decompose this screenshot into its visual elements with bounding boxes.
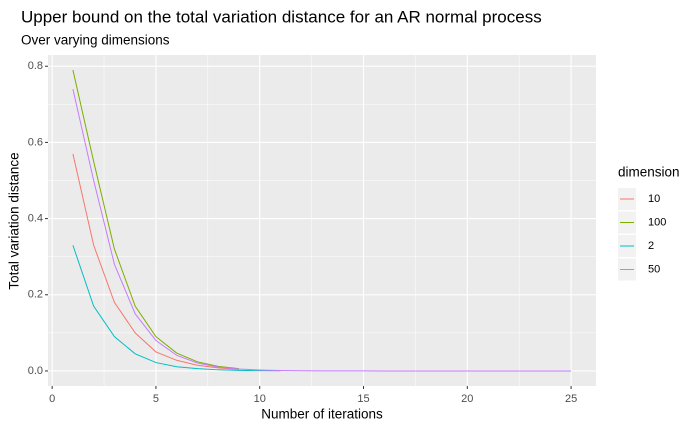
x-tick-label: 5	[153, 393, 159, 405]
line	[72, 153, 240, 370]
legend-label: 10	[648, 193, 660, 205]
y-axis-title: Total variation distance	[7, 152, 22, 289]
y-tick-label: 0.2	[28, 289, 43, 301]
legend-label: 2	[648, 240, 654, 252]
y-tick-label: 0.8	[28, 60, 43, 72]
x-axis-title: Number of iterations	[261, 407, 383, 422]
legend-label: 50	[648, 263, 660, 275]
line	[72, 245, 281, 372]
x-tick-label: 20	[461, 393, 473, 405]
y-tick-label: 0.0	[28, 365, 43, 377]
line	[72, 88, 572, 372]
chart-title: Upper bound on the total variation dista…	[21, 7, 542, 26]
legend-label: 100	[648, 216, 666, 228]
x-tick-label: 15	[357, 393, 369, 405]
line	[72, 69, 240, 370]
x-tick-label: 25	[565, 393, 577, 405]
y-tick-label: 0.6	[28, 136, 43, 148]
legend-title: dimension	[618, 165, 680, 180]
x-tick-label: 10	[254, 393, 266, 405]
y-tick-label: 0.4	[28, 213, 43, 225]
plot-background	[48, 55, 596, 386]
chart-subtitle: Over varying dimensions	[21, 33, 170, 48]
x-tick-label: 0	[49, 393, 55, 405]
